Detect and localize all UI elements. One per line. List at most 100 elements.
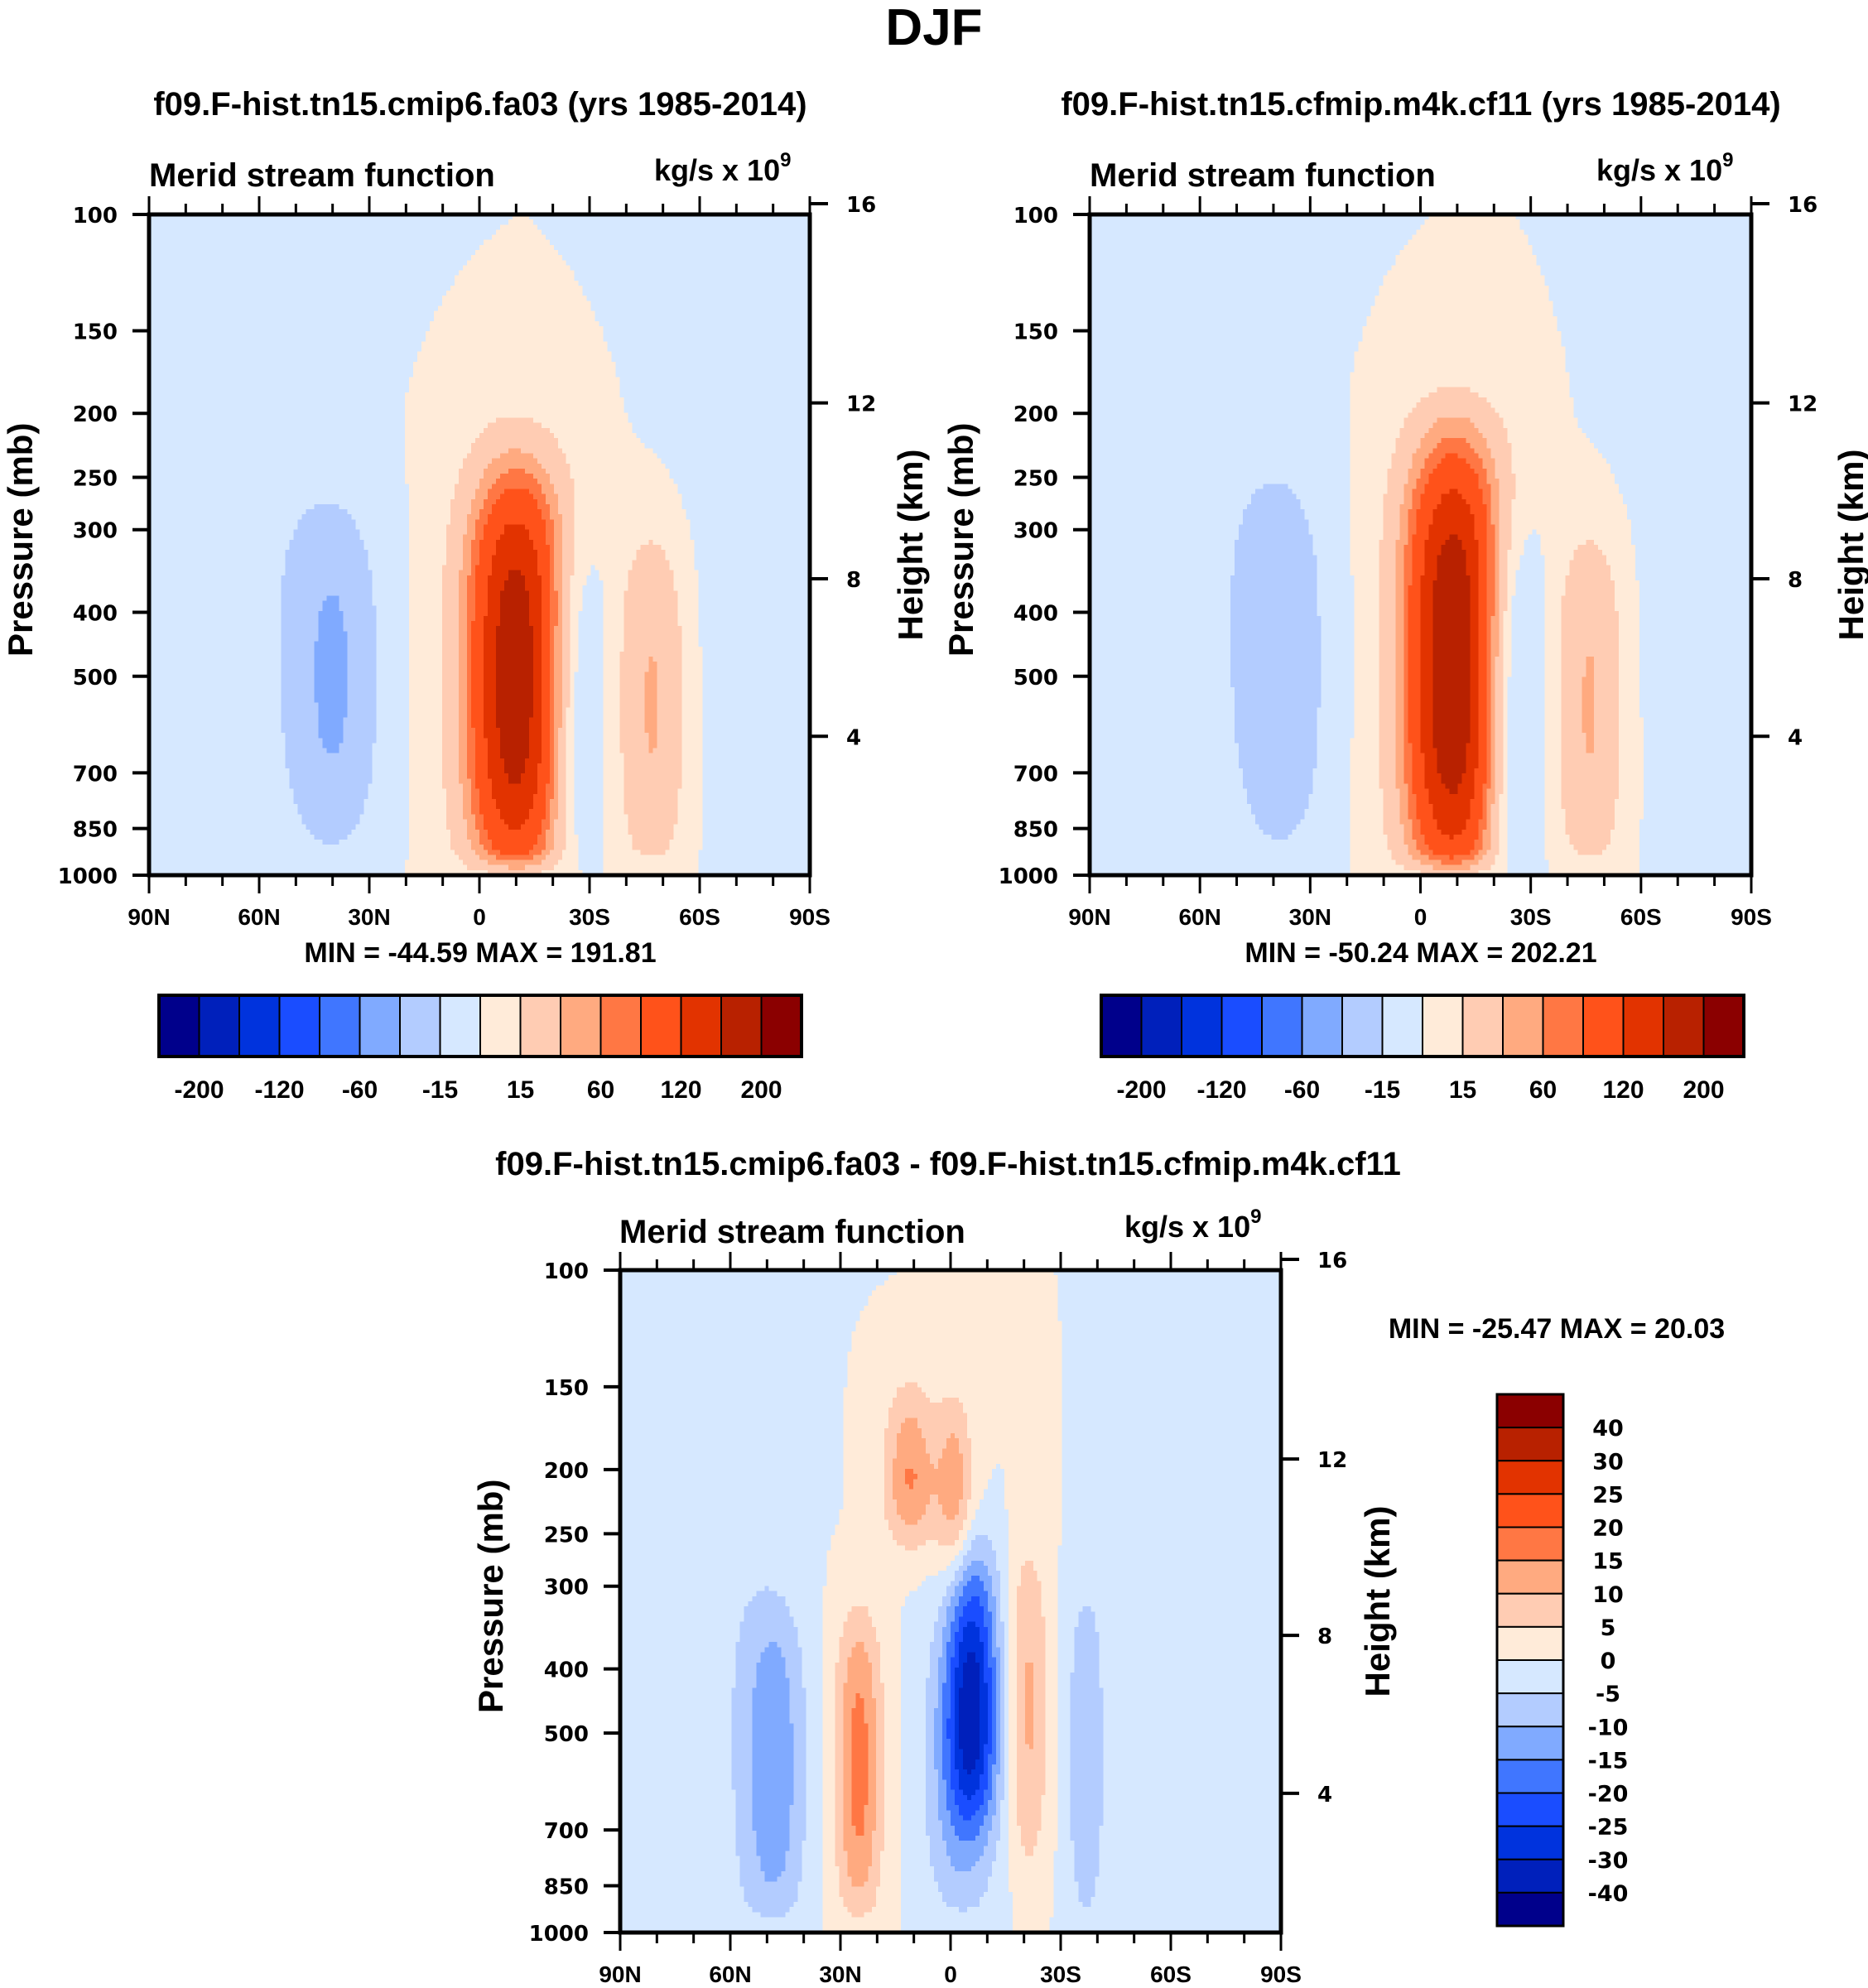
contour-cell [843, 1438, 885, 1444]
contour-cell [1016, 1601, 1042, 1607]
contour-cell [1619, 733, 1644, 739]
contour-cell [495, 697, 534, 703]
contour-cell [1358, 341, 1562, 348]
contour-cell [946, 1616, 956, 1623]
contour-cell [1432, 712, 1471, 719]
contour-cell [463, 555, 472, 561]
contour-cell [409, 493, 455, 500]
contour-cell [620, 1392, 844, 1398]
contour-cell [1466, 498, 1484, 505]
contour-cell [673, 829, 703, 835]
contour-cell [1619, 484, 1752, 490]
contour-cell [1437, 560, 1467, 566]
contour-cell [1635, 545, 1752, 551]
contour-cell [979, 1718, 989, 1725]
contour-cell [652, 657, 682, 662]
contour-cell [822, 1611, 848, 1618]
contour-cell [1383, 503, 1401, 510]
contour-cell [1511, 498, 1624, 505]
contour-cell [1242, 514, 1306, 520]
contour-cell [620, 1697, 733, 1704]
contour-cell [467, 763, 476, 769]
contour-cell [603, 631, 625, 638]
contour-cell [768, 1586, 823, 1592]
contour-cell [479, 539, 497, 546]
contour-cell [983, 1611, 993, 1618]
contour-cell [1428, 793, 1476, 800]
contour-cell [930, 1397, 943, 1403]
contour-cell [995, 1687, 1001, 1694]
contour-cell [574, 509, 686, 515]
contour-cell [628, 824, 675, 830]
contour-cell [442, 600, 460, 607]
contour-cell [149, 484, 410, 490]
contour-cell [1503, 738, 1508, 744]
contour-cell [946, 1668, 951, 1673]
contour-cell [1619, 621, 1640, 627]
contour-cell [409, 545, 447, 551]
contour-cell [991, 1728, 997, 1735]
contour-cell [1478, 671, 1487, 678]
panel-2-units-exp: 9 [1722, 149, 1734, 171]
contour-cell [1395, 615, 1405, 622]
contour-cell [1090, 326, 1364, 332]
contour-cell [491, 793, 534, 800]
contour-cell [1511, 448, 1599, 455]
contour-cell [1615, 590, 1640, 596]
contour-cell [934, 1631, 943, 1638]
contour-cell [1024, 1673, 1034, 1678]
contour-cell [1437, 555, 1467, 561]
contour-cell [673, 570, 699, 576]
contour-cell [1478, 681, 1487, 688]
contour-cell [1594, 733, 1620, 739]
contour-cell [1478, 539, 1487, 546]
contour-cell [1317, 733, 1355, 739]
contour-cell [1103, 1687, 1282, 1694]
contour-cell [1639, 712, 1752, 719]
contour-cell [1090, 657, 1231, 662]
contour-cell [289, 545, 364, 551]
contour-cell [995, 1631, 1005, 1638]
contour-cell [376, 733, 410, 739]
contour-cell [487, 585, 505, 591]
contour-cell [1544, 712, 1562, 719]
contour-cell [149, 580, 282, 586]
contour-cell [549, 778, 555, 785]
contour-cell [884, 1280, 1059, 1287]
contour-cell [1486, 621, 1491, 627]
contour-cell [1379, 285, 1549, 291]
contour-cell [281, 626, 320, 632]
contour-cell [797, 1631, 823, 1638]
contour-cell [847, 1657, 869, 1663]
contour-cell [1403, 864, 1434, 871]
contour-cell [459, 773, 468, 779]
contour-cell [1321, 657, 1355, 662]
contour-cell [1432, 514, 1476, 520]
contour-cell [1090, 474, 1351, 479]
contour-cell [1416, 845, 1430, 850]
contour-cell [1499, 605, 1508, 612]
contour-cell [843, 1479, 885, 1485]
contour-cell [499, 595, 530, 602]
contour-cell [897, 1432, 922, 1439]
contour-cell [442, 570, 460, 576]
contour-cell [1470, 605, 1480, 612]
contour-cell [566, 793, 575, 800]
contour-cell [1008, 1550, 1059, 1557]
contour-cell [1499, 600, 1508, 607]
contour-cell [459, 686, 468, 693]
y-tick-label: 400 [73, 601, 118, 626]
contour-cell [549, 605, 559, 612]
contour-cell [578, 854, 604, 861]
contour-cell [1004, 1662, 1009, 1668]
contour-cell [1057, 1734, 1071, 1740]
contour-cell [1635, 575, 1752, 581]
contour-cell [847, 1678, 873, 1684]
contour-cell [1254, 814, 1306, 821]
contour-cell [1470, 702, 1480, 709]
contour-cell [1024, 1692, 1034, 1699]
contour-cell [1511, 631, 1545, 638]
contour-cell [281, 712, 320, 719]
contour-cell [1408, 788, 1413, 795]
contour-cell [549, 621, 559, 627]
